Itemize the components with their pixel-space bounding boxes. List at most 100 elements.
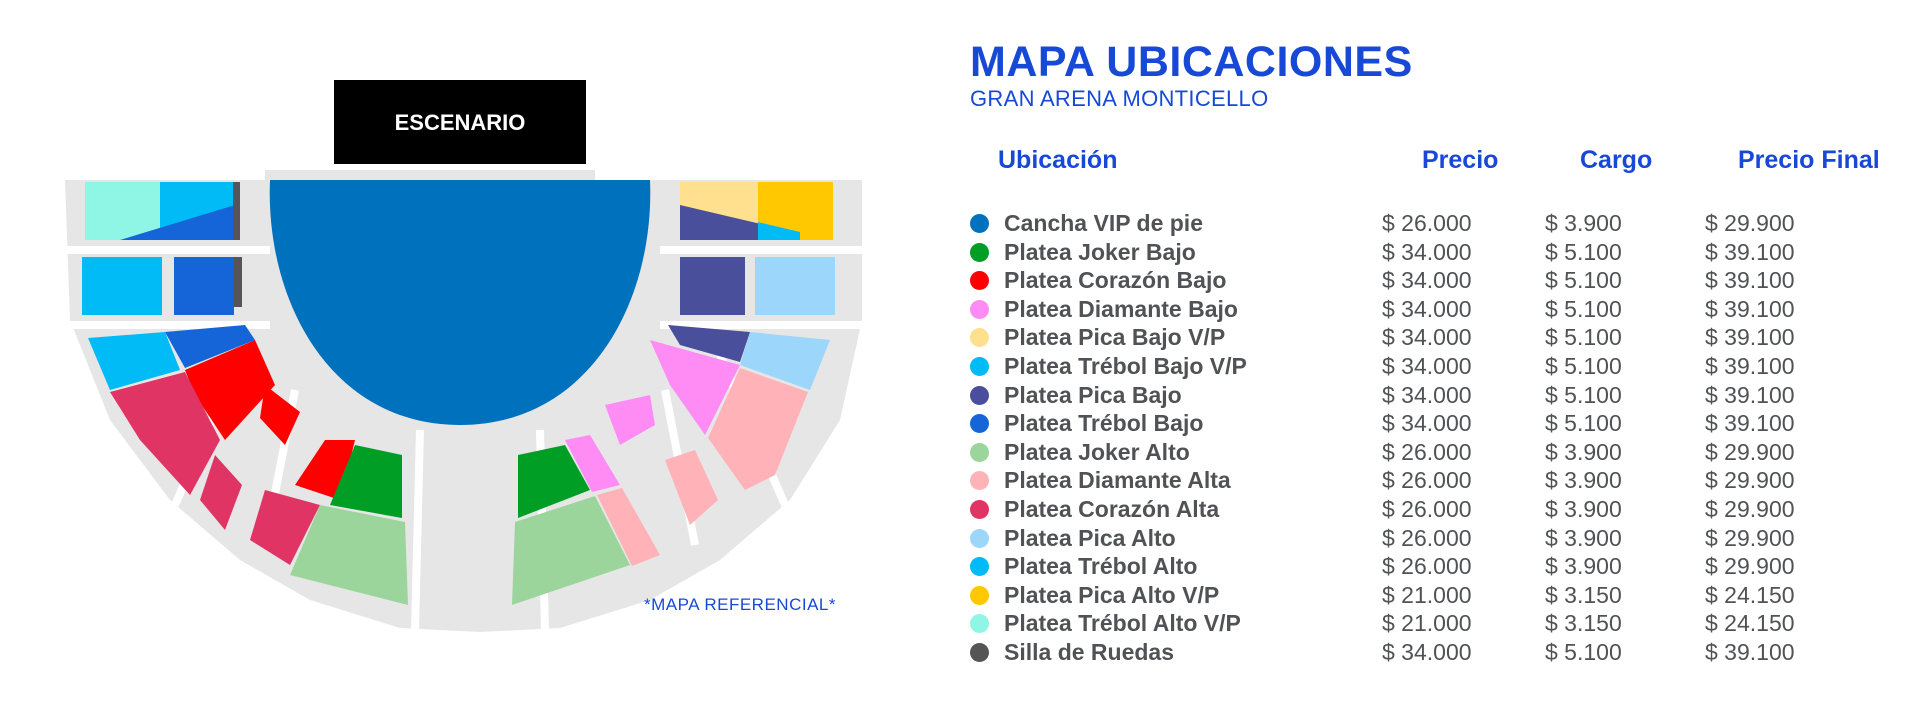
final-price-value: $ 24.150 xyxy=(1705,610,1795,637)
section-silla-left[interactable] xyxy=(234,257,242,307)
location-name: Platea Pica Bajo V/P xyxy=(1004,324,1226,351)
price-value: $ 26.000 xyxy=(1382,467,1472,494)
legend-color-dot xyxy=(970,299,989,319)
map-note: *MAPA REFERENCIAL* xyxy=(644,595,836,614)
section-trebol-bajo-left[interactable] xyxy=(174,257,234,315)
table-row: Platea Diamante Alta $ 26.000 $ 3.900 $ 29.… xyxy=(970,466,1910,495)
table-row: Platea Trébol Alto V/P $ 21.000 $ 3.150 $ 2… xyxy=(970,609,1910,638)
section-pica-bajo-right-top[interactable] xyxy=(680,205,765,240)
section-corazon-bajo-left-2[interactable] xyxy=(260,385,300,445)
price-value: $ 26.000 xyxy=(1382,553,1472,580)
final-price-value: $ 39.100 xyxy=(1705,410,1795,437)
section-joker-alto-left[interactable] xyxy=(290,505,408,605)
fee-value: $ 5.100 xyxy=(1545,295,1622,322)
fee-value: $ 3.900 xyxy=(1545,210,1622,236)
section-trebol-alto-left-2[interactable] xyxy=(88,332,180,390)
seating-map-svg: ESCENARIO xyxy=(65,80,862,632)
legend-color-dot xyxy=(970,414,989,434)
section-diamante-bajo-right-3[interactable] xyxy=(565,435,620,492)
section-diamante-alta-right-2[interactable] xyxy=(665,450,718,525)
stage xyxy=(334,80,586,164)
section-diamante-bajo-right[interactable] xyxy=(650,340,740,435)
price-value: $ 21.000 xyxy=(1382,610,1472,637)
location-name: Platea Trébol Bajo V/P xyxy=(1004,352,1247,379)
location-name: Silla de Ruedas xyxy=(1004,638,1175,665)
legend-color-dot xyxy=(970,528,989,548)
table-row: Platea Corazón Bajo $ 34.000 $ 5.100 $ 39.1… xyxy=(970,266,1910,295)
section-corazon-bajo-left[interactable] xyxy=(185,340,275,440)
header-final-price: Precio Final xyxy=(1738,146,1880,174)
legend-color-dot xyxy=(970,385,989,405)
price-value: $ 34.000 xyxy=(1382,324,1472,351)
table-row: Platea Joker Alto $ 26.000 $ 3.900 $ 29.900 xyxy=(970,438,1910,467)
final-price-value: $ 29.900 xyxy=(1705,495,1795,522)
page-subtitle: GRAN ARENA MONTICELLO xyxy=(970,86,1269,111)
table-row: Platea Trébol Alto $ 26.000 $ 3.900 $ 29.90… xyxy=(970,552,1910,581)
price-value: $ 26.000 xyxy=(1382,524,1472,551)
section-trebol-bajo-left-top[interactable] xyxy=(120,205,235,240)
legend-color-dot xyxy=(970,471,989,491)
seating-map: ESCENARIO xyxy=(65,80,862,632)
final-price-value: $ 39.100 xyxy=(1705,238,1795,265)
fee-value: $ 3.900 xyxy=(1545,438,1622,465)
table-row: Cancha VIP de pie $ 26.000 $ 3.900 $ 29.900 xyxy=(970,209,1910,238)
final-price-value: $ 29.900 xyxy=(1705,524,1795,551)
price-value: $ 34.000 xyxy=(1382,410,1472,437)
section-pica-alto-right[interactable] xyxy=(755,257,835,315)
section-trebol-alto-vp-left[interactable] xyxy=(85,182,165,240)
final-price-value: $ 39.100 xyxy=(1705,352,1795,379)
final-price-value: $ 39.100 xyxy=(1705,295,1795,322)
section-joker-alto-right[interactable] xyxy=(512,496,630,605)
price-value: $ 34.000 xyxy=(1382,638,1472,665)
header-fee: Cargo xyxy=(1580,146,1653,174)
section-trebol-alto-left[interactable] xyxy=(82,257,162,315)
legend-color-dot xyxy=(970,642,989,662)
section-pica-alto-right-2[interactable] xyxy=(740,332,830,390)
location-name: Platea Trébol Alto V/P xyxy=(1004,610,1241,637)
legend-color-dot xyxy=(970,214,989,233)
section-cancha-vip[interactable] xyxy=(269,180,651,425)
price-value: $ 34.000 xyxy=(1382,352,1472,379)
section-trebol-bajo-left-2[interactable] xyxy=(165,325,255,368)
final-price-value: $ 29.900 xyxy=(1705,438,1795,465)
fee-value: $ 5.100 xyxy=(1545,638,1622,665)
location-name: Platea Joker Bajo xyxy=(1004,238,1196,265)
section-silla-left-top[interactable] xyxy=(233,182,240,240)
section-diamante-bajo-right-2[interactable] xyxy=(605,395,655,445)
fee-value: $ 3.900 xyxy=(1545,553,1622,580)
section-pica-bajo-right[interactable] xyxy=(680,257,745,315)
section-diamante-alta-right-3[interactable] xyxy=(597,488,660,566)
section-joker-bajo-left[interactable] xyxy=(330,445,402,518)
location-name: Cancha VIP de pie xyxy=(1004,210,1203,236)
section-diamante-alta-right[interactable] xyxy=(708,368,808,490)
legend-color-dot xyxy=(970,499,989,519)
legend-color-dot xyxy=(970,328,989,348)
section-trebol-bajo-vp-right[interactable] xyxy=(758,222,800,240)
legend-color-dot xyxy=(970,356,989,376)
table-row: Platea Diamante Bajo $ 34.000 $ 5.100 $ 39.… xyxy=(970,295,1910,324)
price-value: $ 34.000 xyxy=(1382,238,1472,265)
location-name: Platea Pica Bajo xyxy=(1004,381,1182,408)
location-name: Platea Corazón Bajo xyxy=(1004,267,1227,294)
header-location: Ubicación xyxy=(998,146,1118,174)
fee-value: $ 3.900 xyxy=(1545,467,1622,494)
section-joker-bajo-right[interactable] xyxy=(518,445,590,518)
location-name: Platea Trébol Bajo xyxy=(1004,410,1204,437)
location-name: Platea Trébol Alto xyxy=(1004,553,1198,580)
table-row: Platea Pica Bajo V/P $ 34.000 $ 5.100 $ 39.… xyxy=(970,323,1910,352)
section-corazon-alta-left-2[interactable] xyxy=(200,455,242,530)
final-price-value: $ 39.100 xyxy=(1705,267,1795,294)
fee-value: $ 5.100 xyxy=(1545,410,1622,437)
table-row: Platea Joker Bajo $ 34.000 $ 5.100 $ 39.100 xyxy=(970,238,1910,267)
table-row: Platea Pica Bajo $ 34.000 $ 5.100 $ 39.100 xyxy=(970,381,1910,410)
page-title: MAPA UBICACIONES xyxy=(970,38,1413,86)
section-corazon-alta-left-3[interactable] xyxy=(250,490,320,565)
fee-value: $ 5.100 xyxy=(1545,381,1622,408)
fee-value: $ 5.100 xyxy=(1545,267,1622,294)
fee-value: $ 3.900 xyxy=(1545,495,1622,522)
final-price-value: $ 39.100 xyxy=(1705,324,1795,351)
price-panel: MAPA UBICACIONES GRAN ARENA MONTICELLO U… xyxy=(960,0,1920,720)
section-pica-bajo-right-2[interactable] xyxy=(668,325,750,362)
table-row: Platea Corazón Alta $ 26.000 $ 3.900 $ 29.9… xyxy=(970,495,1910,524)
section-corazon-alta-left[interactable] xyxy=(110,372,220,495)
